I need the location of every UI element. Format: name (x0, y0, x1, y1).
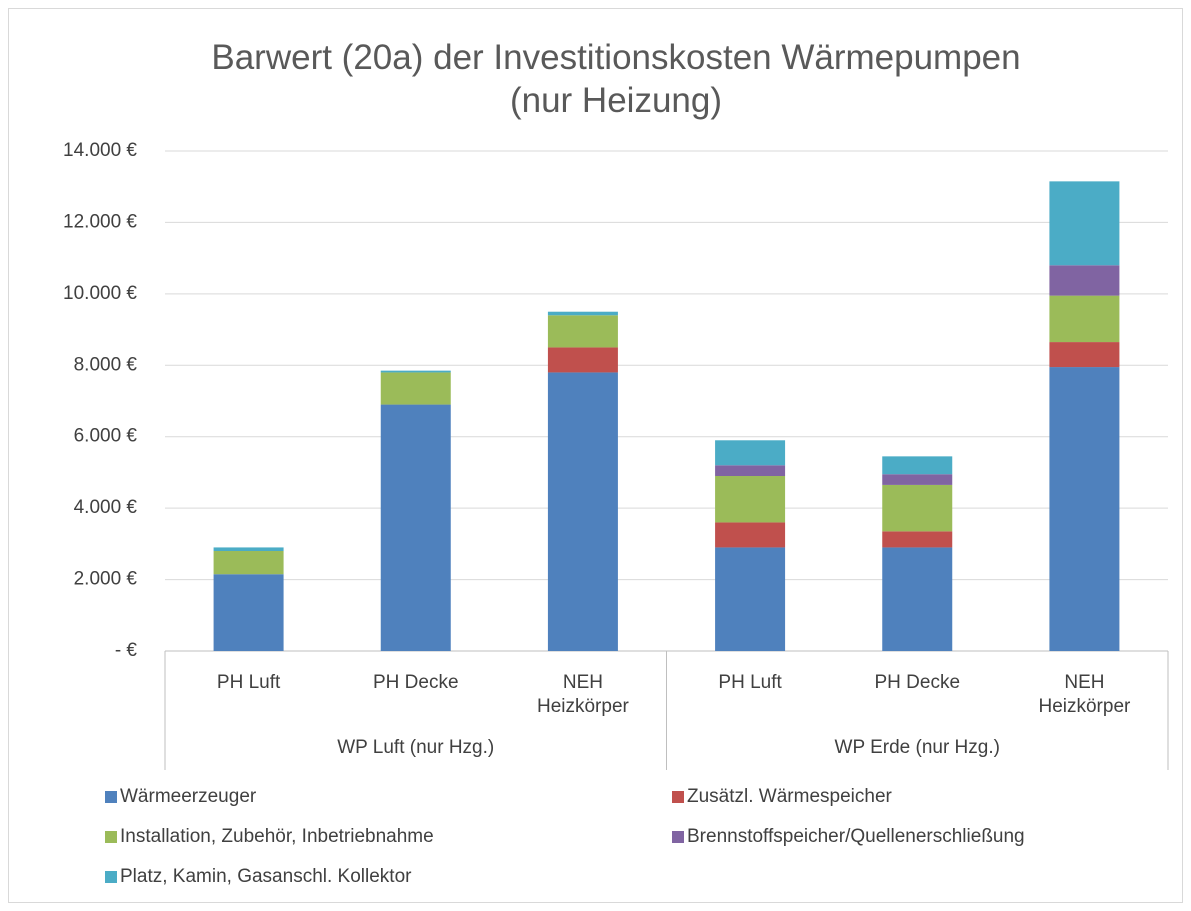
bar-segment (1049, 295, 1120, 343)
bar-segment (715, 465, 786, 476)
x-tick-label: PH Luft (217, 672, 281, 693)
bar-segment (380, 370, 451, 373)
y-tick-label: 10.000 € (63, 283, 137, 304)
group-label: WP Erde (nur Hzg.) (835, 737, 1000, 758)
legend-label: Brennstoffspeicher/Quellenerschließung (687, 826, 1025, 847)
legend-label: Installation, Zubehör, Inbetriebnahme (120, 826, 434, 847)
y-tick-label: 6.000 € (74, 426, 138, 447)
bar-segment (715, 522, 786, 548)
bar-segment (882, 547, 953, 651)
y-tick-label: 4.000 € (74, 497, 138, 518)
bar-segment (882, 474, 953, 485)
y-tick-label: - € (115, 640, 138, 661)
legend-label: Wärmeerzeuger (120, 786, 257, 807)
bar-segment (380, 372, 451, 405)
bar-segment (547, 311, 618, 316)
legend-swatch (672, 791, 684, 803)
x-tick-label: PH Decke (373, 672, 459, 693)
legend-label: Zusätzl. Wärmespeicher (687, 786, 893, 807)
y-tick-label: 14.000 € (63, 140, 137, 161)
bar-segment (882, 456, 953, 475)
y-tick-label: 8.000 € (74, 354, 138, 375)
x-tick-label: PH Luft (718, 672, 782, 693)
legend-swatch (105, 871, 117, 883)
bar-segment (547, 372, 618, 651)
bar-segment (547, 347, 618, 373)
bar-segment (213, 574, 284, 651)
bar-segment (380, 404, 451, 651)
bar-segment (213, 547, 284, 551)
legend-swatch (672, 831, 684, 843)
chart-title: Barwert (20a) der Investitionskosten Wär… (211, 38, 1020, 120)
x-tick-label: NEH Heizkörper (1038, 672, 1131, 717)
bar-segment (882, 484, 953, 532)
group-label: WP Luft (nur Hzg.) (337, 737, 494, 758)
legend-swatch (105, 831, 117, 843)
bar-segment (1049, 342, 1120, 368)
x-tick-label: PH Decke (874, 672, 960, 693)
bar-segment (715, 547, 786, 651)
y-tick-label: 12.000 € (63, 211, 137, 232)
bar-segment (1049, 265, 1120, 296)
legend-swatch (105, 791, 117, 803)
bar-segment (1049, 181, 1120, 266)
bar-segment (213, 551, 284, 575)
bar-segment (547, 315, 618, 348)
y-tick-label: 2.000 € (74, 569, 138, 590)
bar-segment (715, 476, 786, 523)
bar-segment (882, 531, 953, 548)
bar-segment (715, 440, 786, 466)
legend-label: Platz, Kamin, Gasanschl. Kollektor (120, 866, 412, 887)
bar-segment (1049, 367, 1120, 651)
x-tick-label: NEH Heizkörper (537, 672, 630, 717)
